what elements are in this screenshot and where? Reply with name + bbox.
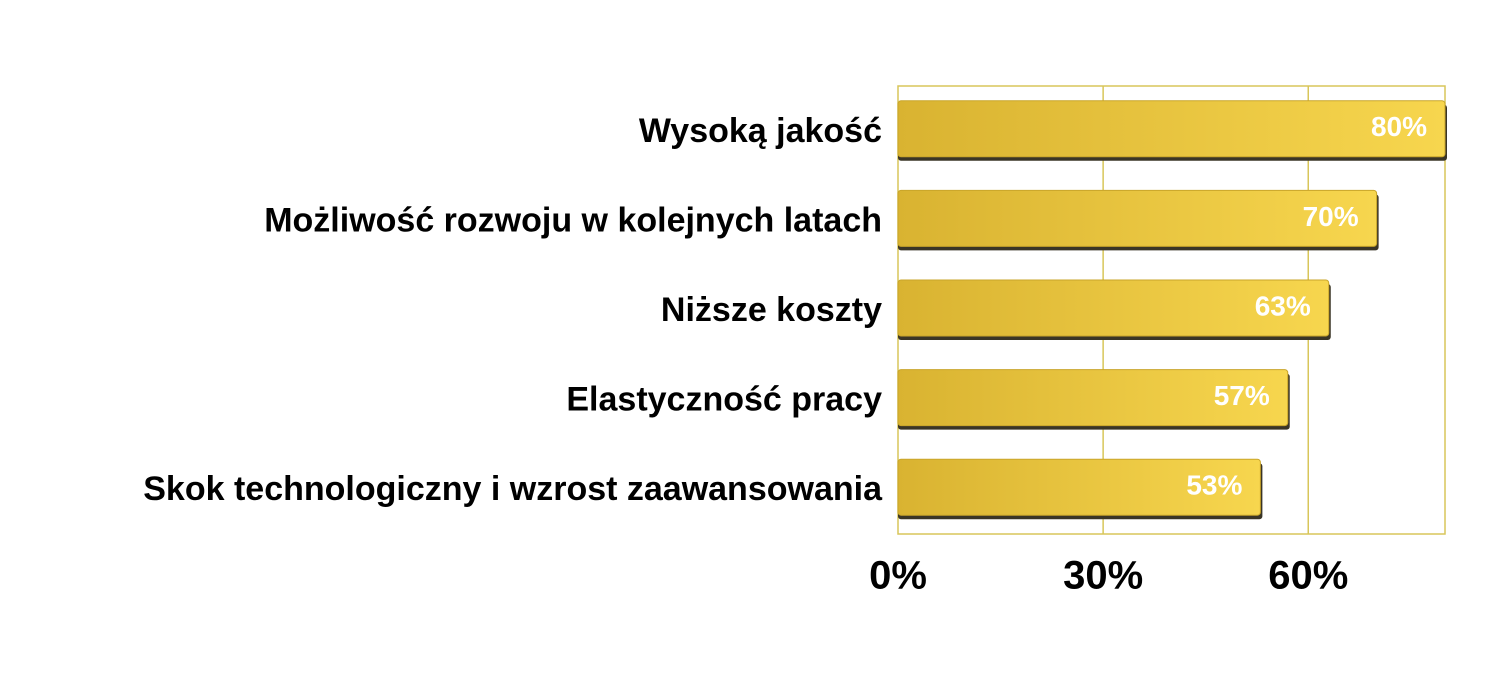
value-label: 80% <box>1371 111 1427 142</box>
bar <box>897 279 1330 337</box>
y-tick-label: Wysoką jakość <box>639 112 882 150</box>
y-tick-label: Niższe koszty <box>661 291 882 329</box>
y-tick-label: Możliwość rozwoju w kolejnych latach <box>264 201 882 239</box>
x-tick-label: 30% <box>1063 554 1143 598</box>
value-label: 63% <box>1255 290 1311 321</box>
x-tick-label: 0% <box>869 554 927 598</box>
value-label: 57% <box>1214 380 1270 411</box>
x-tick-label: 60% <box>1268 554 1348 598</box>
bar <box>897 100 1446 158</box>
y-tick-label: Elastyczność pracy <box>566 381 882 419</box>
value-label: 70% <box>1303 201 1359 232</box>
bar <box>897 369 1289 427</box>
bar <box>897 458 1261 516</box>
bar <box>897 189 1378 247</box>
value-label: 53% <box>1186 470 1242 501</box>
y-tick-label: Skok technologiczny i wzrost zaawansowan… <box>143 470 883 508</box>
